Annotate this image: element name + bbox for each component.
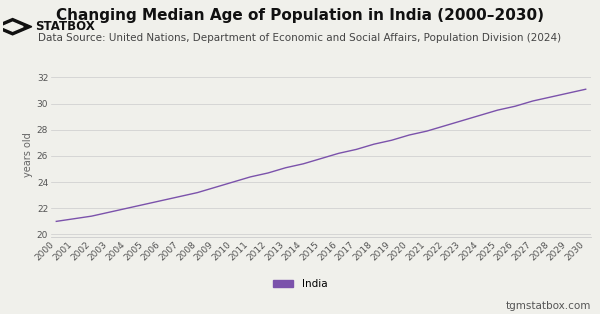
Text: Data Source: United Nations, Department of Economic and Social Affairs, Populati: Data Source: United Nations, Department … <box>38 33 562 43</box>
Polygon shape <box>0 19 32 35</box>
Legend: India: India <box>268 275 332 293</box>
Text: Changing Median Age of Population in India (2000–2030): Changing Median Age of Population in Ind… <box>56 8 544 23</box>
Y-axis label: years old: years old <box>23 132 32 177</box>
Text: tgmstatbox.com: tgmstatbox.com <box>506 301 591 311</box>
Text: STATBOX: STATBOX <box>35 20 94 33</box>
Polygon shape <box>2 22 23 31</box>
